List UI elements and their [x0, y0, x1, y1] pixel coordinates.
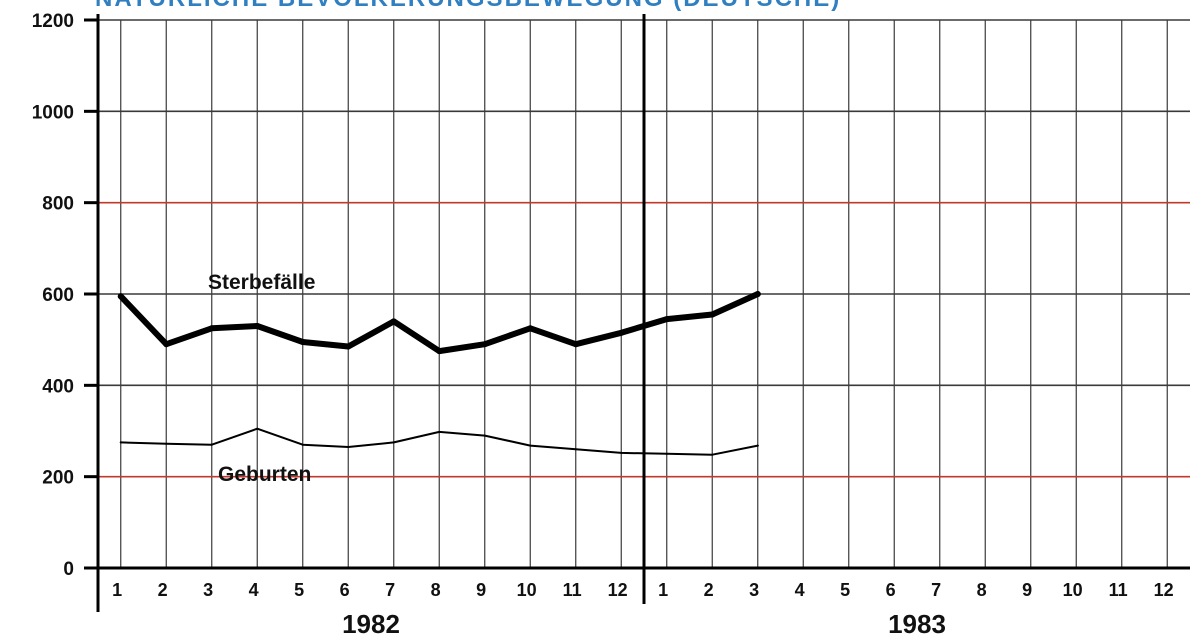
y-tick-label: 600 [42, 285, 74, 306]
x-tick-label: 12 [1154, 580, 1174, 600]
x-tick-label: 7 [385, 580, 395, 600]
x-tick-label: 4 [249, 580, 259, 600]
data-point [392, 441, 395, 444]
data-point [208, 325, 215, 332]
data-point [620, 451, 623, 454]
series-label-sterbefaelle: Sterbefälle [208, 271, 315, 294]
data-point [574, 448, 577, 451]
data-point [572, 341, 579, 348]
y-tick-label: 200 [42, 468, 74, 489]
data-point [436, 348, 443, 355]
data-point [709, 311, 716, 318]
axes [84, 14, 1190, 612]
data-point [119, 441, 122, 444]
x-tick-label: 9 [1022, 580, 1032, 600]
data-point [301, 443, 304, 446]
x-tick-label: 10 [517, 580, 537, 600]
data-point [390, 318, 397, 325]
y-tick-labels: 0 200 400 600 800 1000 1200 [32, 11, 74, 580]
x-tick-label: 5 [840, 580, 850, 600]
series-lines [117, 291, 761, 456]
data-point [483, 434, 486, 437]
data-point [163, 341, 170, 348]
y-tick-label: 800 [42, 194, 74, 215]
x-tick-label: 8 [977, 580, 987, 600]
year-label: 1983 [888, 609, 946, 637]
series-label-geburten: Geburten [218, 463, 311, 486]
x-tick-label: 5 [294, 580, 304, 600]
x-tick-label: 4 [795, 580, 805, 600]
x-tick-label: 3 [203, 580, 213, 600]
y-tick-label: 0 [63, 559, 74, 580]
y-tick-label: 400 [42, 376, 74, 397]
data-point [345, 343, 352, 350]
x-tick-label: 6 [886, 580, 896, 600]
y-tick-label: 1000 [32, 102, 74, 123]
x-tick-label: 8 [431, 580, 441, 600]
data-point [299, 338, 306, 345]
x-tick-label: 10 [1063, 580, 1083, 600]
data-point [618, 329, 625, 336]
data-point [256, 427, 259, 430]
data-point [210, 443, 213, 446]
data-point [481, 341, 488, 348]
x-tick-label: 3 [749, 580, 759, 600]
data-point [438, 430, 441, 433]
x-tick-label: 7 [931, 580, 941, 600]
data-point [754, 291, 761, 297]
x-tick-label: 1 [112, 580, 122, 600]
x-tick-label: 11 [563, 580, 582, 600]
x-tick-label: 12 [608, 580, 628, 600]
x-tick-label: 6 [340, 580, 350, 600]
data-point [756, 444, 759, 447]
x-tick-label: 2 [704, 580, 714, 600]
chart-title: NATÜRLICHE BEVÖLKERUNGSBEWEGUNG (DEUTSCH… [95, 0, 841, 12]
data-point [527, 325, 534, 332]
x-tick-label: 9 [476, 580, 486, 600]
data-point [347, 445, 350, 448]
data-point [529, 444, 532, 447]
data-point [711, 453, 714, 456]
data-point [165, 442, 168, 445]
x-tick-label: 1 [658, 580, 668, 600]
data-point [663, 316, 670, 323]
data-point [117, 293, 124, 300]
data-point [254, 322, 261, 329]
year-label: 1982 [342, 609, 400, 637]
x-tick-label: 2 [158, 580, 168, 600]
x-tick-label: 11 [1109, 580, 1128, 600]
y-tick-label: 1200 [32, 11, 74, 32]
data-point [665, 452, 668, 455]
